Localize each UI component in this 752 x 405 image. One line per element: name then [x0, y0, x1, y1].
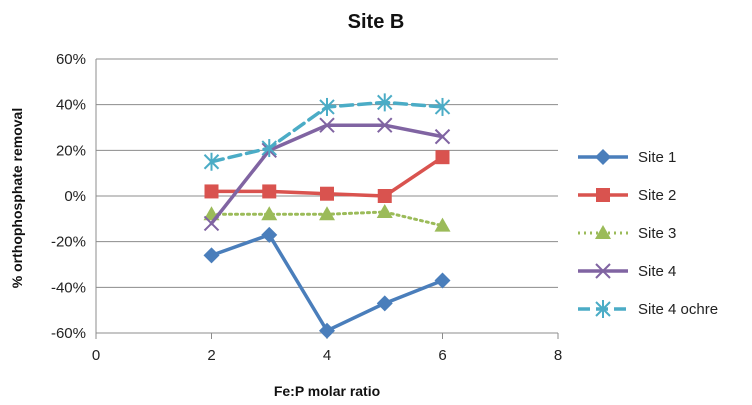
series-1	[203, 226, 451, 339]
data-point	[262, 184, 277, 199]
data-point	[377, 93, 393, 112]
x-tick-label: 2	[207, 347, 215, 364]
data-point	[261, 206, 278, 221]
marker-stroke	[203, 215, 220, 232]
x-tick-label: 4	[323, 347, 331, 364]
x-tick-label: 8	[554, 347, 562, 364]
data-point	[434, 128, 451, 145]
legend-label: Site 2	[638, 187, 676, 204]
y-tick-label: -20%	[51, 234, 86, 251]
data-point	[377, 189, 392, 203]
y-tick-label: 40%	[56, 97, 86, 114]
data-point	[434, 217, 451, 232]
data-point	[319, 97, 335, 116]
legend-item: Site 3	[578, 225, 676, 242]
legend-item: Site 4 ochre	[578, 300, 718, 318]
legend-label: Site 4	[638, 263, 676, 280]
y-axis-label: % orthophosphate removal	[9, 108, 25, 288]
data-point	[376, 295, 393, 312]
series-layer	[203, 93, 451, 339]
marker-stroke	[434, 128, 451, 145]
data-point	[203, 215, 220, 232]
y-tick-label: 60%	[56, 51, 86, 68]
data-point	[434, 97, 451, 116]
legend-swatch-marker	[595, 263, 611, 279]
legend-item: Site 2	[578, 187, 676, 204]
legend-label: Site 1	[638, 149, 676, 166]
data-point	[261, 139, 277, 158]
data-point	[435, 150, 450, 165]
x-tick-label: 6	[438, 347, 446, 364]
series-3	[203, 203, 451, 232]
legend-swatch-marker	[595, 300, 611, 318]
data-point	[377, 117, 393, 133]
y-tick-label: 20%	[56, 142, 86, 159]
data-point	[261, 226, 278, 243]
y-tick-label: 0%	[64, 188, 86, 205]
data-point	[204, 184, 219, 199]
data-point	[203, 152, 220, 171]
legend-swatch-marker	[596, 188, 610, 202]
chart-title: Site B	[348, 11, 405, 33]
data-point	[319, 117, 335, 133]
series-4	[203, 117, 451, 232]
data-point	[376, 203, 393, 218]
series-5	[203, 93, 451, 171]
marker-stroke	[319, 117, 335, 133]
legend-item: Site 4	[578, 263, 676, 280]
y-tick-label: -60%	[51, 325, 86, 342]
series-2	[204, 150, 450, 203]
legend-swatch-marker	[595, 225, 611, 239]
legend-swatch-marker	[595, 149, 611, 165]
x-axis-label: Fe:P molar ratio	[274, 383, 380, 399]
marker-stroke	[377, 117, 393, 133]
y-tick-label: -40%	[51, 279, 86, 296]
data-point	[203, 247, 220, 264]
data-point	[319, 206, 335, 221]
data-point	[434, 272, 451, 289]
data-point	[320, 186, 334, 201]
axes: 60% 40% 20% 0% -20% -40% -60% 0 2 4 6 8	[51, 51, 562, 364]
legend: Site 1 Site 2 Site 3 Site 4 Site 4 ochre	[578, 149, 718, 318]
legend-label: Site 4 ochre	[638, 301, 718, 318]
legend-label: Site 3	[638, 225, 676, 242]
data-point	[319, 322, 335, 339]
legend-item: Site 1	[578, 149, 676, 166]
x-tick-label: 0	[92, 347, 100, 364]
marker-stroke	[595, 263, 611, 279]
